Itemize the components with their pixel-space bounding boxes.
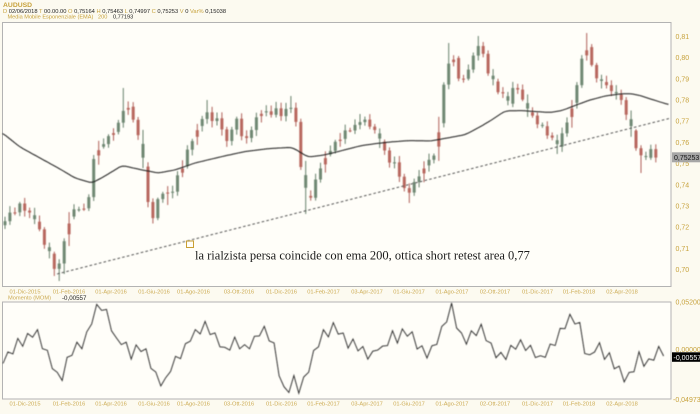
svg-text:0,80: 0,80 — [676, 55, 690, 62]
svg-text:01-Feb-2017: 01-Feb-2017 — [307, 290, 340, 296]
svg-text:01-Giu-2016: 01-Giu-2016 — [138, 402, 170, 408]
svg-text:AUDUSD: AUDUSD — [3, 2, 32, 9]
svg-text:-0,04973: -0,04973 — [673, 397, 700, 404]
svg-text:01-Dic-2016: 01-Dic-2016 — [266, 402, 297, 408]
svg-text:0,70: 0,70 — [676, 267, 690, 274]
svg-text:02-Ott-2017: 02-Ott-2017 — [480, 402, 510, 408]
svg-text:03-Ott-2016: 03-Ott-2016 — [224, 402, 254, 408]
svg-text:01-Feb-2016: 01-Feb-2016 — [53, 402, 86, 408]
svg-text:02-Apr-2018: 02-Apr-2018 — [606, 290, 638, 296]
svg-text:01-Apr-2016: 01-Apr-2016 — [95, 402, 127, 408]
svg-text:03-Apr-2017: 03-Apr-2017 — [351, 290, 383, 296]
svg-text:03-Apr-2017: 03-Apr-2017 — [351, 402, 383, 408]
svg-text:01-Ago-2016: 01-Ago-2016 — [177, 290, 210, 296]
svg-text:01-Giu-2017: 01-Giu-2017 — [393, 290, 425, 296]
svg-text:0,71: 0,71 — [676, 246, 690, 253]
svg-text:D 02/06/2018 T 00.00.00 O 0,75: D 02/06/2018 T 00.00.00 O 0,75164 H 0,75… — [3, 9, 226, 15]
svg-text:01-Giu-2016: 01-Giu-2016 — [138, 290, 170, 296]
svg-text:03-Ott-2016: 03-Ott-2016 — [224, 290, 254, 296]
svg-text:la rialzista persa coincide co: la rialzista persa coincide con ema 200,… — [195, 249, 530, 263]
svg-text:0,77: 0,77 — [676, 119, 690, 126]
svg-text:Momento (MOM): Momento (MOM) — [8, 296, 51, 302]
svg-text:-0,00557: -0,00557 — [62, 295, 87, 302]
svg-text:01-Feb-2016: 01-Feb-2016 — [53, 290, 86, 296]
svg-text:01-Feb-2017: 01-Feb-2017 — [307, 402, 340, 408]
svg-text:0,79: 0,79 — [676, 76, 690, 83]
svg-text:01-Feb-2018: 01-Feb-2018 — [563, 290, 596, 296]
svg-text:0,76: 0,76 — [676, 140, 690, 147]
svg-text:01-Ago-2016: 01-Ago-2016 — [177, 402, 210, 408]
svg-text:0,75253: 0,75253 — [674, 155, 699, 162]
svg-text:01-Dic-2017: 01-Dic-2017 — [522, 290, 553, 296]
svg-text:01-Apr-2016: 01-Apr-2016 — [95, 290, 127, 296]
svg-text:0,74: 0,74 — [676, 182, 690, 189]
svg-text:01-Dic-2016: 01-Dic-2016 — [266, 290, 297, 296]
svg-text:0,81: 0,81 — [676, 34, 690, 41]
svg-text:02-Apr-2018: 02-Apr-2018 — [606, 402, 638, 408]
svg-text:0,00000: 0,00000 — [676, 347, 700, 354]
svg-text:01-Giu-2017: 01-Giu-2017 — [393, 402, 425, 408]
svg-text:-0,00557: -0,00557 — [674, 355, 700, 362]
svg-text:01-Ago-2017: 01-Ago-2017 — [436, 402, 469, 408]
svg-text:01-Dic-2015: 01-Dic-2015 — [10, 402, 41, 408]
svg-text:02-Ott-2017: 02-Ott-2017 — [480, 290, 510, 296]
svg-text:01-Feb-2018: 01-Feb-2018 — [563, 402, 596, 408]
svg-text:01-Ago-2017: 01-Ago-2017 — [436, 290, 469, 296]
svg-text:Media Mobile Esponenziale (EMA: Media Mobile Esponenziale (EMA) 200 0,7719… — [8, 15, 134, 21]
svg-text:01-Dic-2015: 01-Dic-2015 — [10, 290, 41, 296]
svg-text:0,05200: 0,05200 — [676, 300, 700, 307]
svg-text:0,78: 0,78 — [676, 98, 690, 105]
svg-text:0,75: 0,75 — [676, 161, 690, 168]
svg-text:0,72: 0,72 — [676, 225, 690, 232]
svg-text:0,73: 0,73 — [676, 204, 690, 211]
svg-text:01-Dic-2017: 01-Dic-2017 — [522, 402, 553, 408]
